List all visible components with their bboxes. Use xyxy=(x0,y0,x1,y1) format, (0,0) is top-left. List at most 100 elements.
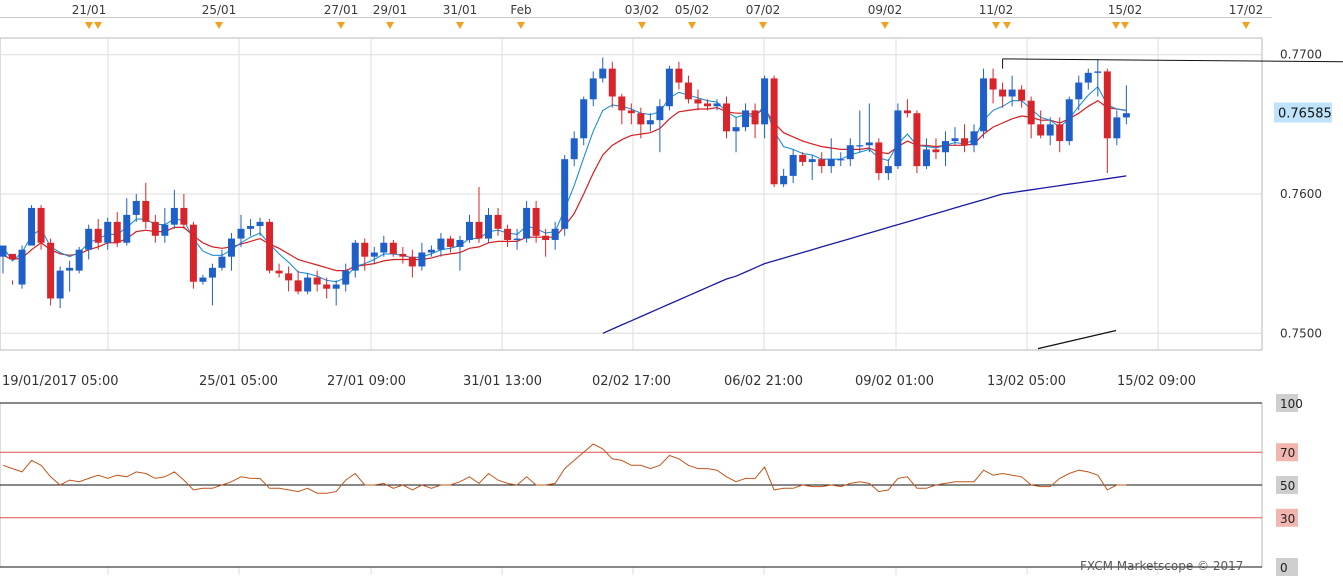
candle-body xyxy=(180,207,188,225)
event-date-label: 31/01 xyxy=(443,3,478,17)
event-marker-icon[interactable] xyxy=(94,22,102,29)
channel-line xyxy=(1037,329,1117,350)
event-marker-icon[interactable] xyxy=(638,22,646,29)
candle-body xyxy=(247,226,255,229)
candle-body xyxy=(1103,71,1111,139)
event-date-label: 17/02 xyxy=(1229,3,1264,17)
candle-body xyxy=(846,145,854,160)
candle-body xyxy=(618,96,626,111)
oscillator-tick-label: 0 xyxy=(1280,561,1288,575)
event-marker-icon[interactable] xyxy=(759,22,767,29)
oscillator-level-tag xyxy=(1276,558,1298,576)
candle-body xyxy=(1113,117,1121,139)
event-marker-icon[interactable] xyxy=(688,22,696,29)
y-tick-label: 0.7600 xyxy=(1280,187,1322,201)
candle-body xyxy=(170,207,178,225)
sma-long-line xyxy=(602,175,1127,334)
candle-body xyxy=(551,228,559,240)
candle-body xyxy=(208,267,216,278)
event-marker-icon[interactable] xyxy=(1112,22,1120,29)
candle-body xyxy=(970,131,978,146)
candle-body xyxy=(104,221,112,243)
candle-body xyxy=(1056,124,1064,142)
candle-body xyxy=(922,149,930,167)
candle-body xyxy=(18,249,26,285)
candle-body xyxy=(465,221,473,240)
candle-body xyxy=(504,228,512,240)
oscillator-level-tag xyxy=(1276,508,1298,527)
candle-body xyxy=(789,155,797,176)
candle-body xyxy=(189,224,197,282)
current-price-label: 0.76585 xyxy=(1278,107,1332,122)
candle-body xyxy=(399,253,407,257)
candle-body xyxy=(599,68,607,79)
candle-body xyxy=(941,141,949,153)
event-date-label: 05/02 xyxy=(675,3,710,17)
event-marker-icon[interactable] xyxy=(337,22,345,29)
candle-body xyxy=(761,78,769,125)
x-tick-label: 19/01/2017 05:00 xyxy=(2,374,119,389)
candle-body xyxy=(694,99,702,104)
candle-body xyxy=(884,166,892,174)
candle-body xyxy=(361,242,369,257)
oscillator-tick-label: 50 xyxy=(1280,479,1295,493)
candle-body xyxy=(485,214,493,239)
candle-body xyxy=(427,249,435,253)
event-marker-icon[interactable] xyxy=(215,22,223,29)
candle-body xyxy=(818,159,826,167)
candle-body xyxy=(856,145,864,147)
candle-body xyxy=(47,242,55,299)
x-tick-label: 02/02 17:00 xyxy=(592,374,671,389)
candle-body xyxy=(237,228,245,239)
event-marker-icon[interactable] xyxy=(1003,22,1011,29)
candle-body xyxy=(627,110,635,114)
candle-body xyxy=(742,110,750,128)
candle-body xyxy=(351,242,359,271)
oscillator-line xyxy=(2,443,1127,494)
candle-body xyxy=(827,159,835,167)
candle-body xyxy=(199,277,207,282)
oscillator-level-tag xyxy=(1276,394,1298,412)
event-marker-icon[interactable] xyxy=(992,22,1000,29)
trendline[interactable] xyxy=(1002,58,1343,65)
event-marker-icon[interactable] xyxy=(517,22,525,29)
candle-body xyxy=(1037,124,1045,136)
candle-body xyxy=(294,280,302,292)
event-date-label: 27/01 xyxy=(324,3,359,17)
candle-body xyxy=(266,221,274,271)
candle-body xyxy=(961,138,969,146)
candle-body xyxy=(85,228,93,250)
event-marker-icon[interactable] xyxy=(85,22,93,29)
candle-body xyxy=(523,207,531,239)
candle-body xyxy=(1122,113,1130,118)
candle-body xyxy=(494,214,502,229)
candle-body xyxy=(875,142,883,174)
candle-body xyxy=(151,221,159,236)
candle-body xyxy=(408,256,416,267)
event-date-label: 15/02 xyxy=(1108,3,1143,17)
candle-body xyxy=(865,142,873,146)
candle-body xyxy=(1018,89,1026,101)
candle-body xyxy=(56,270,64,299)
candle-body xyxy=(513,238,521,240)
x-tick-label: 27/01 09:00 xyxy=(327,374,406,389)
candle-body xyxy=(9,253,17,260)
candle-body xyxy=(304,277,312,292)
candle-body xyxy=(799,155,807,162)
event-marker-icon[interactable] xyxy=(456,22,464,29)
x-tick-label: 06/02 21:00 xyxy=(724,374,803,389)
candle-body xyxy=(218,256,226,268)
candle-body xyxy=(275,270,283,274)
candle-body xyxy=(732,127,740,132)
candle-body xyxy=(285,273,293,281)
candle-body xyxy=(989,78,997,90)
candle-body xyxy=(132,200,140,215)
event-marker-icon[interactable] xyxy=(1242,22,1250,29)
candle-body xyxy=(37,207,45,243)
oscillator-tick-label: 70 xyxy=(1280,446,1295,460)
candle-body xyxy=(713,103,721,107)
candle-body xyxy=(980,78,988,132)
event-marker-icon[interactable] xyxy=(386,22,394,29)
event-marker-icon[interactable] xyxy=(1121,22,1129,29)
event-marker-icon[interactable] xyxy=(881,22,889,29)
